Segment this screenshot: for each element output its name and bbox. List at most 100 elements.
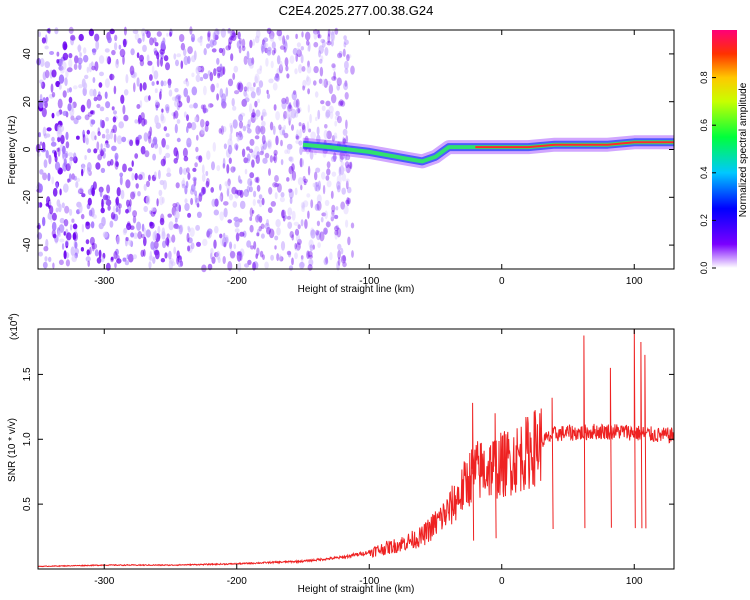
noise-speckle — [175, 182, 180, 189]
noise-speckle — [288, 188, 294, 199]
noise-speckle — [317, 109, 321, 120]
noise-speckle — [78, 84, 83, 89]
noise-speckle — [187, 225, 190, 231]
noise-speckle — [336, 84, 341, 91]
noise-speckle — [120, 189, 125, 200]
noise-speckle — [254, 75, 258, 84]
noise-speckle — [74, 247, 79, 255]
colorbar-label: Normalized spectral amplitude — [738, 82, 749, 217]
noise-speckle — [306, 75, 309, 82]
noise-speckle — [183, 87, 188, 98]
noise-speckle — [332, 214, 339, 219]
noise-speckle — [325, 175, 330, 181]
noise-speckle — [244, 97, 250, 103]
noise-speckle — [65, 141, 70, 149]
noise-speckle — [329, 111, 334, 120]
noise-speckle — [313, 66, 319, 74]
noise-speckle — [201, 264, 207, 273]
noise-speckle — [212, 142, 216, 152]
noise-speckle — [315, 230, 322, 241]
noise-speckle — [53, 150, 57, 158]
noise-speckle — [163, 55, 169, 62]
noise-speckle — [74, 241, 78, 249]
noise-speckle — [255, 86, 260, 93]
noise-speckle — [249, 180, 253, 187]
noise-speckle — [315, 229, 320, 236]
noise-speckle — [340, 201, 346, 210]
noise-speckle — [177, 261, 182, 268]
spectrogram-y-label: Frequency (Hz) — [7, 116, 18, 185]
noise-speckle — [168, 260, 174, 270]
noise-speckle — [307, 104, 310, 113]
noise-speckle — [238, 114, 244, 122]
noise-speckle — [275, 135, 279, 146]
noise-speckle — [88, 209, 93, 217]
noise-speckle — [276, 253, 280, 262]
y-tick-label: 0 — [22, 146, 33, 152]
noise-speckle — [342, 136, 345, 147]
noise-speckle — [109, 28, 115, 35]
noise-speckle — [159, 48, 165, 55]
noise-speckle — [331, 210, 335, 216]
noise-speckle — [338, 166, 342, 176]
noise-speckle — [279, 196, 285, 203]
noise-speckle — [264, 152, 270, 159]
noise-speckle — [306, 193, 311, 198]
noise-speckle — [346, 197, 350, 207]
noise-speckle — [274, 235, 279, 241]
noise-speckle — [251, 209, 255, 214]
noise-speckle — [332, 64, 336, 71]
snr-frame — [37, 328, 675, 570]
noise-speckle — [41, 37, 47, 44]
noise-speckle — [319, 231, 325, 242]
noise-speckle — [186, 137, 192, 148]
colorbar-tick-label: 0.4 — [699, 167, 709, 180]
noise-speckle — [92, 48, 97, 56]
noise-speckle — [112, 124, 117, 134]
noise-speckle — [51, 112, 55, 119]
noise-speckle — [297, 108, 301, 114]
noise-speckle — [143, 227, 147, 238]
noise-speckle — [205, 171, 209, 176]
noise-speckle — [349, 161, 353, 170]
noise-speckle — [171, 234, 176, 243]
noise-speckle — [168, 89, 173, 97]
noise-speckle — [308, 239, 314, 249]
noise-speckle — [225, 87, 229, 97]
noise-speckle — [201, 173, 206, 182]
noise-speckle — [230, 124, 233, 134]
noise-speckle — [154, 230, 157, 240]
noise-speckle — [143, 95, 150, 103]
noise-speckle — [246, 81, 252, 89]
noise-speckle — [106, 143, 110, 149]
noise-speckle — [276, 29, 283, 37]
noise-speckle — [210, 252, 213, 260]
noise-speckle — [139, 54, 144, 62]
noise-speckle — [243, 86, 248, 92]
noise-speckle — [160, 258, 166, 263]
noise-speckle — [237, 251, 243, 259]
noise-speckle — [91, 65, 96, 71]
noise-speckle — [269, 155, 273, 163]
noise-speckle — [60, 134, 65, 145]
noise-speckle — [159, 217, 165, 226]
noise-speckle — [346, 54, 350, 62]
noise-speckle — [48, 256, 52, 263]
noise-speckle — [237, 82, 244, 93]
noise-speckle — [290, 171, 294, 182]
noise-speckle — [86, 98, 92, 109]
noise-speckle — [176, 94, 182, 100]
noise-speckle — [42, 216, 46, 227]
noise-speckle — [345, 180, 349, 190]
noise-speckle — [307, 60, 310, 68]
noise-speckle — [264, 261, 269, 269]
noise-speckle — [337, 52, 343, 59]
noise-speckle — [294, 243, 297, 250]
noise-speckle — [249, 138, 255, 146]
noise-speckle — [52, 187, 58, 197]
noise-speckle — [142, 32, 145, 42]
noise-speckle — [194, 162, 198, 168]
noise-speckle — [226, 188, 230, 197]
noise-speckle — [205, 180, 210, 188]
noise-speckle — [286, 215, 292, 220]
